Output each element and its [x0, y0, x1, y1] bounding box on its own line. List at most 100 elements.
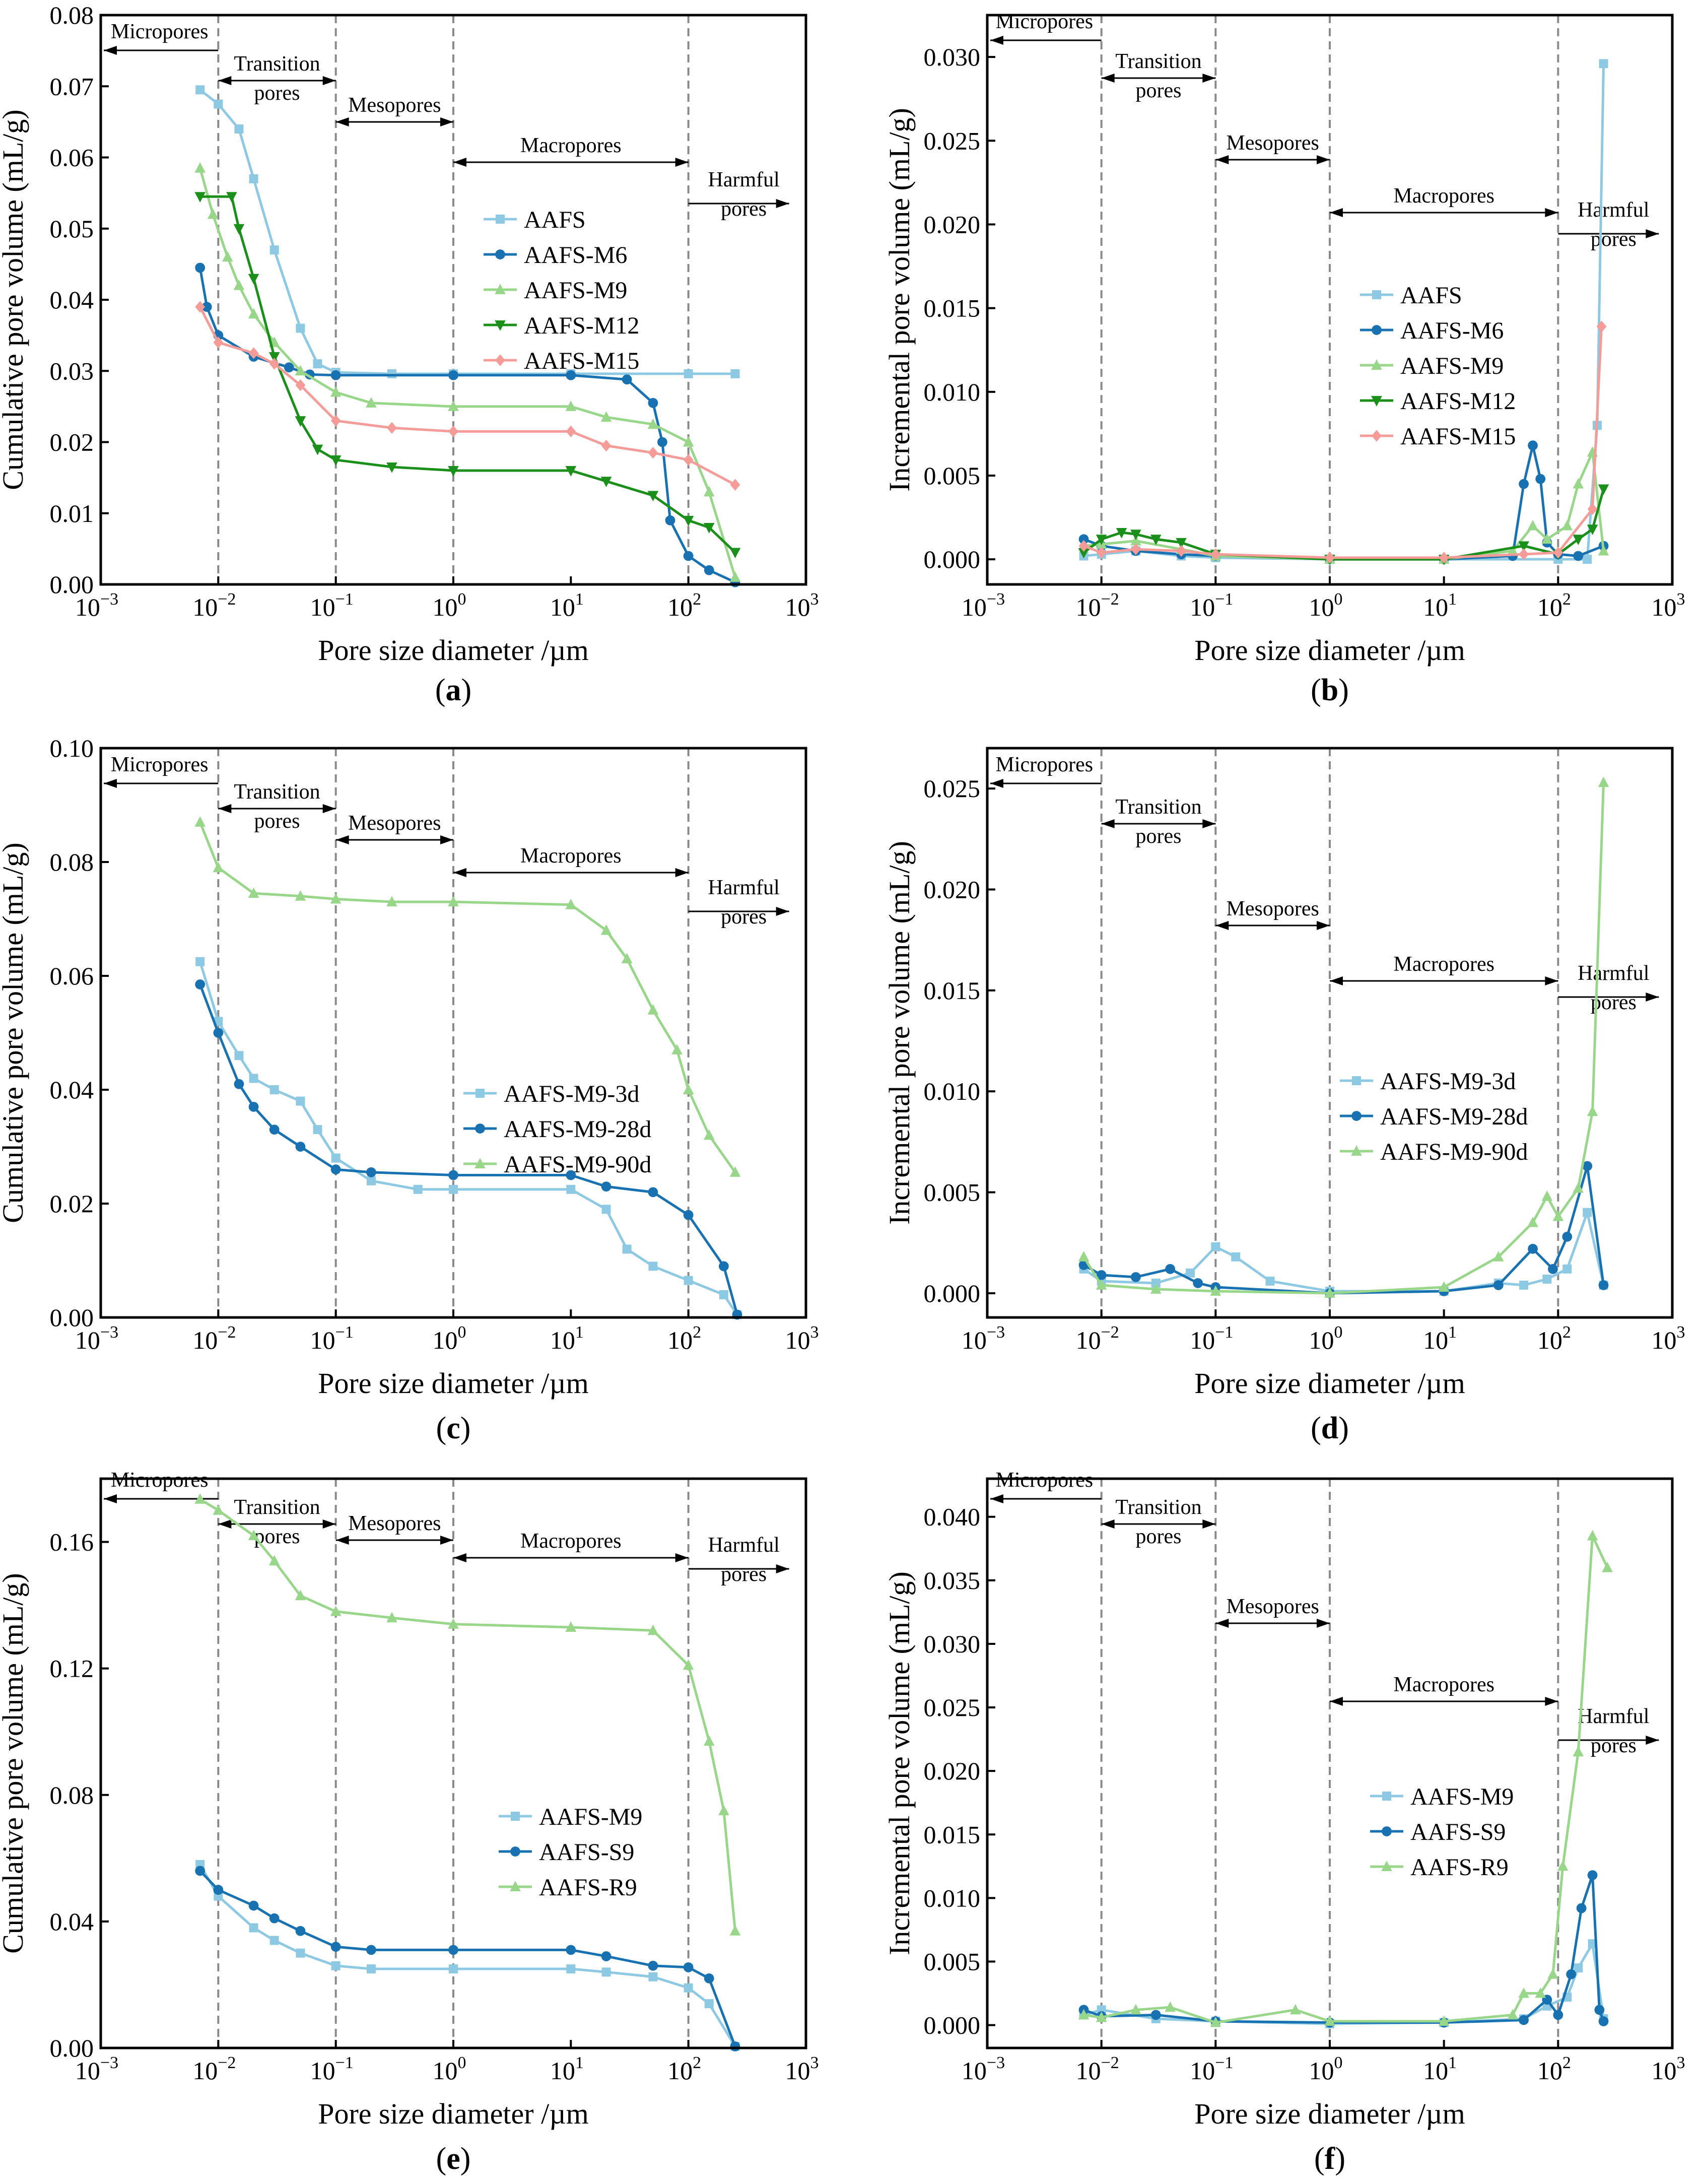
data-point	[448, 1618, 459, 1629]
transition-pores-label-line-1: Transition	[234, 780, 320, 804]
x-tick-label: 10−3	[75, 1323, 118, 1354]
macropores-arrow-left-head	[1330, 1697, 1343, 1706]
panel-e: Micropores Transition pores Mesopores Macrop…	[0, 1469, 819, 2176]
data-point	[331, 1961, 341, 1970]
data-point	[248, 274, 259, 285]
data-point	[1131, 543, 1141, 555]
data-point	[565, 1621, 577, 1632]
x-tick-label: 103	[785, 1323, 819, 1354]
data-point	[703, 1129, 715, 1140]
series-aafs-m9-3d	[195, 957, 742, 1319]
data-point	[1519, 479, 1529, 489]
data-point	[1078, 1251, 1090, 1262]
series-line	[1083, 1942, 1605, 2025]
x-axis-title: Pore size diameter /µm	[318, 1367, 589, 1400]
x-tick-label: 103	[1652, 1323, 1685, 1354]
macropores-label: Macropores	[520, 844, 622, 868]
x-tick-label: 103	[785, 2054, 819, 2085]
data-point	[1116, 527, 1127, 539]
x-axis-title: Pore size diameter /µm	[318, 2097, 589, 2130]
y-tick-label: 0.02	[50, 428, 94, 456]
data-point	[1193, 1278, 1203, 1288]
y-tick-label: 0.025	[924, 1693, 981, 1722]
data-point	[195, 262, 206, 273]
data-point	[1547, 1968, 1558, 1979]
y-axis-title: Incremental pore volume (mL/g)	[883, 108, 916, 492]
harmful-pores-arrow-head	[1646, 992, 1659, 1002]
data-point	[195, 301, 206, 313]
data-point	[1583, 555, 1592, 564]
data-point	[1231, 1252, 1241, 1262]
transition-pores-label-line-1: Transition	[234, 1496, 320, 1519]
series-line	[198, 168, 736, 578]
data-point	[565, 899, 577, 909]
data-point	[729, 571, 741, 582]
transition-arrow-left-head	[218, 804, 232, 813]
panel-label: (c)	[436, 1411, 471, 1445]
data-point	[1493, 1280, 1504, 1290]
series-line	[198, 821, 736, 1173]
data-point	[1552, 1210, 1564, 1221]
legend-swatch-marker	[1372, 325, 1382, 335]
x-tick-label: 10−2	[1076, 1323, 1119, 1354]
legend-swatch-marker	[474, 1158, 486, 1168]
series-aafs-m9	[194, 162, 741, 582]
legend-swatch-marker	[1382, 1826, 1392, 1836]
x-tick-label: 101	[550, 590, 584, 621]
data-point	[1561, 519, 1573, 531]
data-point	[1518, 541, 1529, 552]
legend-swatch-marker	[495, 354, 505, 366]
data-point	[704, 1999, 714, 2009]
data-point	[269, 245, 279, 255]
mesopores-label: Mesopores	[1227, 897, 1319, 920]
data-point	[648, 398, 658, 408]
data-point	[730, 479, 740, 491]
data-point	[622, 374, 632, 385]
y-tick-label: 0.000	[924, 2011, 981, 2039]
x-tick-label: 10−3	[962, 590, 1005, 621]
harmful-pores-arrow-head	[776, 907, 789, 916]
data-point	[330, 1942, 341, 1952]
x-tick-label: 10−2	[192, 2054, 236, 2085]
data-point	[248, 347, 259, 359]
data-point	[213, 1028, 224, 1038]
series-line	[1083, 1164, 1605, 1295]
legend-label: AAFS-M9	[1400, 353, 1504, 379]
x-tick-label: 10−1	[1190, 590, 1233, 621]
data-point	[648, 1187, 658, 1198]
data-point	[684, 1276, 693, 1285]
legend: AAFS-M9 AAFS-S9 AAFS-R9	[499, 1804, 642, 1901]
legend-label: AAFS-R9	[1410, 1854, 1509, 1881]
harmful-pores-label-line-1: Harmful	[1578, 962, 1649, 985]
mesopores-label: Mesopores	[1227, 1595, 1319, 1618]
y-tick-label: 0.015	[924, 976, 981, 1005]
data-point	[683, 1084, 694, 1094]
series-aafs-r9	[194, 1493, 741, 1936]
data-point	[214, 99, 223, 109]
data-point	[683, 1659, 694, 1670]
data-point	[448, 466, 459, 477]
data-point	[1553, 547, 1563, 559]
x-tick-label: 10−3	[962, 1323, 1005, 1354]
data-point	[1562, 1231, 1573, 1242]
micropores-arrow-head	[104, 1494, 117, 1503]
series-line	[198, 268, 736, 584]
legend-swatch-marker	[495, 320, 506, 331]
x-tick-label: 102	[1537, 1323, 1571, 1354]
macropores-arrow-left-head	[1330, 976, 1343, 985]
macropores-label: Macropores	[520, 134, 622, 157]
series-aafs-m12	[194, 192, 741, 559]
data-point	[1130, 535, 1141, 546]
data-point	[1574, 1963, 1583, 1973]
transition-pores-label-line-1: Transition	[1115, 50, 1201, 73]
y-tick-label: 0.020	[924, 1757, 981, 1785]
legend-swatch-marker	[1371, 359, 1382, 370]
data-point	[1598, 2016, 1609, 2026]
data-point	[566, 370, 576, 380]
micropores-label: Micropores	[996, 1469, 1094, 1492]
data-point	[565, 466, 577, 477]
legend-swatch-marker	[510, 1846, 520, 1857]
x-tick-label: 100	[1309, 590, 1343, 621]
data-point	[1438, 1281, 1450, 1292]
